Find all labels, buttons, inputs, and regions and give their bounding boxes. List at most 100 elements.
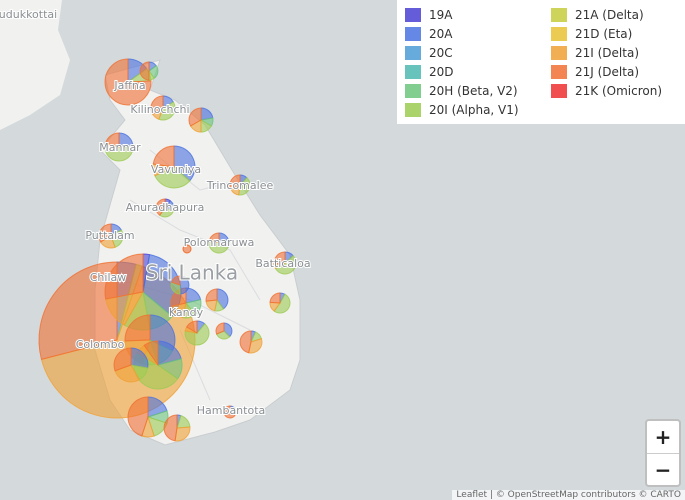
- legend-swatch: [405, 26, 421, 41]
- legend-label: 20C: [429, 45, 453, 60]
- legend-swatch: [405, 102, 421, 117]
- pie-marker: [152, 145, 196, 189]
- legend-item: 21K (Omicron): [551, 81, 681, 100]
- legend-label: 21J (Delta): [575, 64, 640, 79]
- legend-item: 20I (Alpha, V1): [405, 100, 551, 119]
- legend-item: 21I (Delta): [551, 43, 681, 62]
- pie-marker: [104, 132, 134, 162]
- zoom-out[interactable]: −: [654, 458, 672, 482]
- pie-marker: [139, 61, 159, 81]
- pie-slice: [143, 340, 159, 367]
- legend: 19A 20A 20C 20D 20H (Beta, V2) 20I (Alpha, V1…: [397, 0, 685, 124]
- pie-marker: [113, 347, 149, 383]
- pie-slice: [104, 58, 152, 106]
- pie-slice: [188, 107, 202, 127]
- pie-marker: [155, 198, 175, 218]
- place-label: Vavuniya: [151, 163, 201, 176]
- place-label: Kilinochchi: [130, 103, 189, 116]
- pie-slice: [114, 364, 141, 383]
- pie-slice: [273, 293, 291, 314]
- legend-item: 20C: [405, 43, 551, 62]
- pie-marker: [239, 330, 263, 354]
- legend-item: 21J (Delta): [551, 62, 681, 81]
- pie-slice: [173, 145, 196, 182]
- pie-slice: [216, 288, 229, 310]
- pie-slice: [127, 396, 149, 437]
- district-borders: [119, 149, 261, 401]
- legend-item: 21D (Eta): [551, 24, 681, 43]
- pie-slice: [139, 61, 150, 81]
- legend-item: 21A (Delta): [551, 5, 681, 24]
- pie-marker: [215, 322, 233, 340]
- legend-swatch: [551, 45, 567, 60]
- place-label: Jaffna: [113, 79, 145, 92]
- place-label: Mannar: [99, 141, 141, 154]
- legend-item: 20D: [405, 62, 551, 81]
- pie-slice: [182, 244, 192, 254]
- legend-item: 20A: [405, 24, 551, 43]
- pie-slice: [229, 174, 241, 190]
- pie-slice: [113, 347, 132, 372]
- pie-marker: [269, 292, 291, 314]
- country-label: Sri Lanka: [146, 261, 238, 285]
- pie-slice: [104, 253, 144, 300]
- legend-label: 21K (Omicron): [575, 83, 662, 98]
- pie-slice: [170, 275, 181, 286]
- pie-slice: [208, 232, 220, 244]
- place-labels: udukkottai Jaffna Kilinochchi Mannar Vavuniy…: [0, 7, 312, 418]
- pie-slice: [269, 292, 281, 304]
- pie-marker: [208, 232, 230, 254]
- pie-slice: [98, 223, 112, 243]
- pie-slice: [150, 95, 164, 115]
- zoom-in[interactable]: +: [647, 421, 679, 454]
- pie-slice: [184, 323, 210, 346]
- pie-marker: [163, 414, 191, 442]
- place-label: Colombo: [76, 338, 125, 351]
- place-label: Anuradhapura: [126, 201, 205, 214]
- legend-swatch: [551, 7, 567, 22]
- place-label: udukkottai: [0, 8, 57, 21]
- pie-slice: [104, 146, 134, 162]
- pie-slice: [185, 320, 198, 334]
- place-label: Batticaloa: [255, 257, 310, 270]
- zoom-control: + −: [645, 419, 681, 487]
- pie-marker: [223, 405, 237, 419]
- pie-slice: [158, 101, 176, 121]
- pie-marker: [205, 288, 229, 312]
- legend-label: 20I (Alpha, V1): [429, 102, 519, 117]
- legend-label: 20A: [429, 26, 453, 41]
- pie-marker: [273, 251, 297, 275]
- legend-label: 21I (Delta): [575, 45, 640, 60]
- place-label: Puttalam: [85, 229, 134, 242]
- place-label: Trincomalee: [206, 179, 274, 192]
- pie-slice: [215, 322, 225, 335]
- pie-slice: [155, 198, 166, 216]
- place-label: Kandy: [169, 306, 204, 319]
- legend-label: 21A (Delta): [575, 7, 644, 22]
- pie-marker: [150, 95, 176, 121]
- pie-marker: [184, 320, 210, 346]
- pie-slice: [104, 132, 120, 148]
- legend-swatch: [405, 64, 421, 79]
- legend-label: 20H (Beta, V2): [429, 83, 518, 98]
- pie-slice: [38, 261, 118, 360]
- legend-label: 21D (Eta): [575, 26, 633, 41]
- pie-slice: [273, 251, 286, 265]
- legend-item: 19A: [405, 5, 551, 24]
- legend-swatch: [405, 7, 421, 22]
- legend-swatch: [405, 83, 421, 98]
- pie-slice: [208, 239, 229, 254]
- pie-marker: [229, 174, 251, 196]
- pie-marker: [98, 223, 124, 249]
- pie-slice: [130, 347, 149, 369]
- pie-slice: [179, 275, 190, 295]
- pie-marker: [127, 396, 169, 438]
- mainland: [0, 0, 70, 130]
- pie-slice: [238, 177, 251, 196]
- legend-label: 19A: [429, 7, 453, 22]
- legend-swatch: [551, 26, 567, 41]
- legend-swatch: [551, 83, 567, 98]
- attribution: Leaflet | © OpenStreetMap contributors ©…: [452, 490, 685, 500]
